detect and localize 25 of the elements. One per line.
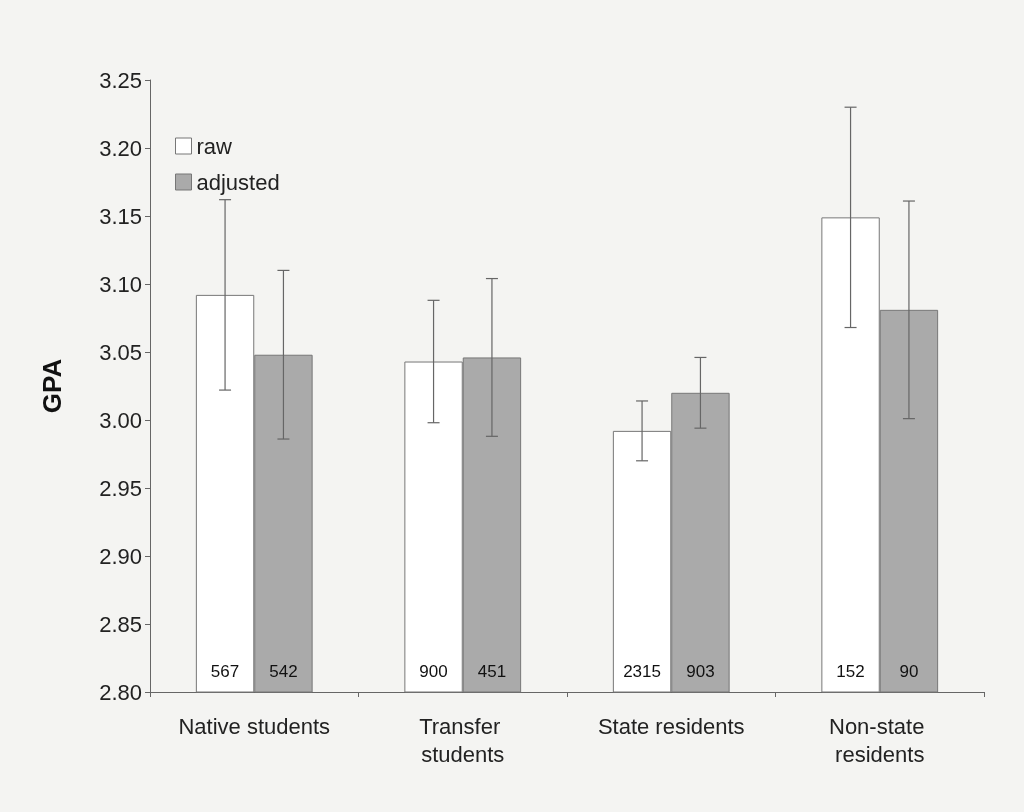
annotation: 900 [419, 662, 448, 681]
y-axis-title: GPA [37, 358, 67, 414]
annotation: 567 [210, 662, 240, 681]
annotation: 152 [836, 662, 865, 681]
y-tick-label: 3.25 [99, 67, 142, 93]
y-tick-label: 3.15 [99, 203, 142, 229]
annotation: 2315 [623, 662, 661, 681]
y-tick-label: 2.90 [99, 543, 142, 569]
x-tick-label: Native students [178, 713, 331, 739]
x-tick-label: State residents [597, 713, 745, 739]
annotation: 903 [686, 662, 715, 681]
annotation: 90 [899, 662, 919, 681]
legend-label: raw [196, 133, 233, 159]
y-tick-label: 3.10 [99, 271, 142, 297]
y-tick-label: 2.80 [99, 679, 142, 705]
y-tick-label: 2.95 [99, 475, 142, 501]
y-tick-label: 3.20 [99, 135, 142, 161]
legend-label: adjusted [196, 169, 280, 195]
annotation: 451 [477, 662, 507, 681]
x-tick-label: Transfer students [419, 713, 507, 767]
annotation: 542 [269, 662, 298, 681]
x-tick-label: Non-state residents [829, 713, 931, 767]
y-tick-label: 3.05 [99, 339, 142, 365]
y-tick-label: 2.85 [99, 611, 142, 637]
y-tick-label: 3.00 [99, 407, 142, 433]
